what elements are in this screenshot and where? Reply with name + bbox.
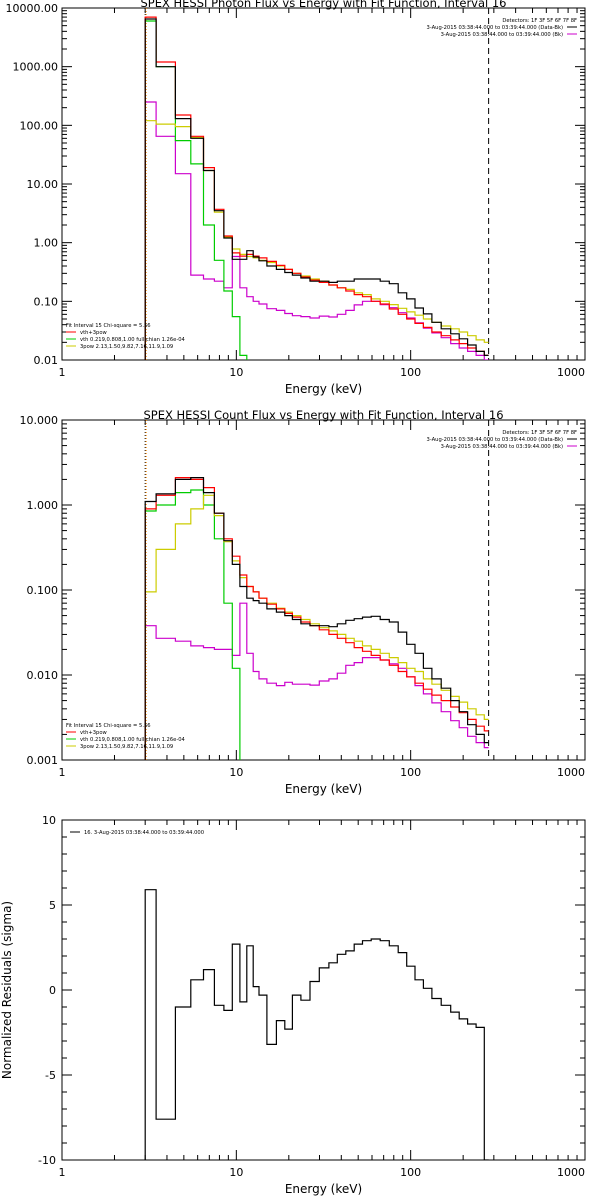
- x-axis-label: Energy (keV): [285, 382, 362, 396]
- legend-entry: 3-Aug-2015 03:38:44.000 to 03:39:44.000 …: [427, 25, 563, 31]
- legend: Detectors: 1F 3F 5F 6F 7F 8F3-Aug-2015 0…: [66, 430, 577, 750]
- series-line-3: [144, 494, 489, 760]
- legend-entry: 3-Aug-2015 03:38:44.000 to 03:39:44.000 …: [441, 32, 563, 38]
- x-tick-label: 10: [229, 766, 243, 779]
- y-tick-label: 0.10: [34, 295, 59, 308]
- series-line-0: [144, 477, 489, 760]
- plot-frame: [61, 819, 586, 1161]
- legend-entry: 3pow 2.13,1.50,9.82,7.16,11.9,1.09: [80, 344, 173, 350]
- x-tick-label: 1000: [557, 366, 585, 379]
- y-tick-label: 10.00: [27, 178, 59, 191]
- y-tick-label: 1000.00: [13, 61, 59, 74]
- chart-title: SPEX HESSI Count Flux vs Energy with Fit…: [143, 408, 503, 422]
- x-axis: 1 10 100 1000 Energy (keV): [59, 8, 585, 396]
- detectors-label: Detectors: 1F 3F 5F 6F 7F 8F: [502, 18, 577, 24]
- y-tick-label: 0.001: [27, 754, 59, 767]
- detectors-label: Detectors: 1F 3F 5F 6F 7F 8F: [502, 430, 577, 436]
- series-line-0: [144, 18, 489, 360]
- y-axis-label: Normalized Residuals (sigma): [0, 901, 14, 1079]
- chart-panel-1: SPEX HESSI Photon Flux vs Energy with Fi…: [6, 0, 586, 396]
- y-axis: 0.001 0.010 0.100 1.000 10.000: [20, 414, 585, 767]
- legend-entry: 3pow 2.13,1.50,9.82,7.16,11.9,1.09: [80, 744, 173, 750]
- x-tick-label: 100: [400, 766, 421, 779]
- x-tick-label: 100: [400, 1166, 421, 1179]
- legend: 16. 3-Aug-2015 03:38:44.000 to 03:39:44.…: [70, 830, 204, 836]
- series-line-2: [144, 489, 241, 760]
- chart-panel-3: 1 10 100 1000 Energy (keV) -10 -5 0 5 10 Normalize…: [0, 814, 586, 1196]
- series-group: [144, 477, 489, 760]
- y-tick-label: -10: [38, 1154, 56, 1167]
- y-tick-label: -5: [45, 1069, 56, 1082]
- x-axis: 1 10 100 1000 Energy (keV): [59, 420, 585, 796]
- x-axis-label: Energy (keV): [285, 1182, 362, 1196]
- x-axis: 1 10 100 1000 Energy (keV): [59, 820, 585, 1196]
- chart-title: SPEX HESSI Photon Flux vs Energy with Fi…: [140, 0, 506, 10]
- series-group: [144, 889, 489, 1160]
- y-tick-label: 5: [49, 899, 56, 912]
- legend-entry: 16. 3-Aug-2015 03:38:44.000 to 03:39:44.…: [84, 830, 204, 836]
- y-tick-label: 100.00: [20, 119, 59, 132]
- y-tick-label: 10.000: [20, 414, 59, 427]
- legend: Detectors: 1F 3F 5F 6F 7F 8F3-Aug-2015 0…: [66, 18, 577, 350]
- series-line-1: [144, 477, 489, 760]
- x-axis-label: Energy (keV): [285, 782, 362, 796]
- x-tick-label: 10: [229, 1166, 243, 1179]
- series-line-3: [144, 120, 489, 360]
- y-axis: 0.01 0.10 1.00 10.00 100.00 1000.00 10000.00: [6, 2, 585, 367]
- legend-entry: vth 0.219,0.808,1.00 full chian 1.26e-04: [80, 737, 185, 743]
- plot-frame: [61, 419, 586, 761]
- series-line-1: [144, 16, 489, 360]
- plot-frame: [61, 7, 586, 361]
- legend-entry: 3-Aug-2015 03:38:44.000 to 03:39:44.000 …: [441, 444, 563, 450]
- y-tick-label: 0.100: [27, 584, 59, 597]
- legend-entry: vth 0.219,0.808,1.00 full chian 1.26e-04: [80, 337, 185, 343]
- x-tick-label: 1000: [557, 766, 585, 779]
- y-tick-label: 10: [42, 814, 56, 827]
- series-line-0: [144, 889, 489, 1160]
- legend-entry: vth+3pow: [80, 730, 108, 736]
- y-tick-label: 0.01: [34, 354, 59, 367]
- y-tick-label: 10000.00: [6, 2, 59, 15]
- series-line-4: [144, 602, 489, 760]
- y-tick-label: 0.010: [27, 669, 59, 682]
- x-tick-label: 1: [59, 366, 66, 379]
- legend-entry: Fit Interval 15 Chi-square = 5.56: [66, 723, 151, 729]
- legend-entry: Fit Interval 15 Chi-square = 5.56: [66, 323, 151, 329]
- y-tick-label: 1.00: [34, 237, 59, 250]
- x-tick-label: 1000: [557, 1166, 585, 1179]
- series-line-4: [144, 101, 489, 360]
- x-tick-label: 1: [59, 1166, 66, 1179]
- series-group: [144, 16, 489, 360]
- x-tick-label: 100: [400, 366, 421, 379]
- y-tick-label: 1.000: [27, 499, 59, 512]
- chart-panel-2: SPEX HESSI Count Flux vs Energy with Fit…: [20, 408, 586, 796]
- legend-entry: vth+3pow: [80, 330, 108, 336]
- x-tick-label: 10: [229, 366, 243, 379]
- legend-entry: 3-Aug-2015 03:38:44.000 to 03:39:44.000 …: [427, 437, 563, 443]
- y-tick-label: 0: [49, 984, 56, 997]
- y-axis: -10 -5 0 5 10 Normalized Residuals (sigma): [0, 814, 585, 1167]
- x-tick-label: 1: [59, 766, 66, 779]
